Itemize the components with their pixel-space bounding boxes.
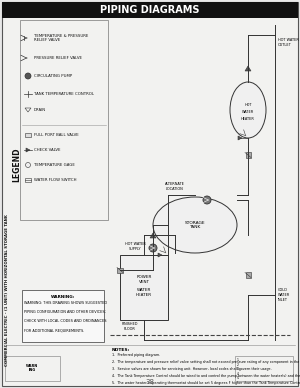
Text: CHECK VALVE: CHECK VALVE	[34, 148, 61, 152]
Text: WARN
ING: WARN ING	[26, 364, 38, 372]
Bar	[2, 2, 298, 18]
Text: COLD
WATER
INLET: COLD WATER INLET	[278, 288, 290, 301]
Polygon shape	[245, 66, 251, 71]
Text: HOT: HOT	[244, 103, 252, 107]
Circle shape	[26, 163, 31, 168]
Text: COMMERCIAL ELECTRIC - (1 UNIT) WITH HORIZONTAL STORAGE TANK: COMMERCIAL ELECTRIC - (1 UNIT) WITH HORI…	[5, 214, 9, 366]
Bar	[245, 152, 250, 158]
Text: WATER
HEATER: WATER HEATER	[136, 288, 152, 297]
Circle shape	[203, 196, 211, 204]
Text: PIPING CONFIGURATION AND OTHER DEVICES;: PIPING CONFIGURATION AND OTHER DEVICES;	[24, 310, 106, 314]
Polygon shape	[26, 148, 30, 152]
Text: CIRCULATING PUMP: CIRCULATING PUMP	[34, 74, 72, 78]
Polygon shape	[150, 233, 156, 238]
Polygon shape	[238, 136, 242, 140]
Text: TEMPERATURE GAGE: TEMPERATURE GAGE	[34, 163, 75, 167]
Text: LEGEND: LEGEND	[13, 148, 22, 182]
Text: 2.  The temperature and pressure relief valve setting shall not exceed pressure : 2. The temperature and pressure relief v…	[112, 360, 300, 364]
Text: WARNING: THIS DRAWING SHOWS SUGGESTED: WARNING: THIS DRAWING SHOWS SUGGESTED	[24, 301, 107, 305]
Text: FULL PORT BALL VALVE: FULL PORT BALL VALVE	[34, 133, 79, 137]
Text: 4.  The Tank Temperature Control should be wired to and control the pump between: 4. The Tank Temperature Control should b…	[112, 374, 300, 378]
Text: HOT WATER
SUPPLY: HOT WATER SUPPLY	[124, 242, 146, 251]
Circle shape	[149, 244, 157, 252]
Text: STORAGE
TANK: STORAGE TANK	[185, 221, 205, 229]
Ellipse shape	[153, 197, 237, 253]
Text: TANK TEMPERATURE CONTROL: TANK TEMPERATURE CONTROL	[34, 92, 94, 96]
Bar	[117, 267, 123, 272]
Text: PRESSURE RELIEF VALVE: PRESSURE RELIEF VALVE	[34, 56, 82, 60]
Text: 1.
2.
3.
4.
5.: 1. 2. 3. 4. 5.	[237, 358, 240, 380]
Bar	[20, 20, 108, 220]
Text: NOTES:: NOTES:	[112, 348, 130, 352]
Text: 5.  The water heater's operating thermostat should be set 5 degrees F higher tha: 5. The water heater's operating thermost…	[112, 381, 300, 385]
Bar	[120, 255, 168, 320]
Bar	[5, 356, 60, 381]
Text: 3.  Service valves are shown for servicing unit. However, local codes shall gove: 3. Service valves are shown for servicin…	[112, 367, 272, 371]
Ellipse shape	[230, 82, 266, 138]
Text: WATER FLOW SWITCH: WATER FLOW SWITCH	[34, 178, 76, 182]
Text: DRAIN: DRAIN	[34, 108, 46, 112]
Bar	[25, 133, 31, 137]
Text: FINISHED
FLOOR: FINISHED FLOOR	[122, 322, 138, 331]
Text: FOR ADDITIONAL REQUIREMENTS.: FOR ADDITIONAL REQUIREMENTS.	[24, 328, 84, 332]
Text: 1.  Preferred piping diagram.: 1. Preferred piping diagram.	[112, 353, 160, 357]
Text: CHECK WITH LOCAL CODES AND ORDINANCES: CHECK WITH LOCAL CODES AND ORDINANCES	[24, 319, 106, 323]
Bar	[245, 272, 250, 278]
Bar	[235, 356, 293, 381]
Text: PIPING DIAGRAMS: PIPING DIAGRAMS	[100, 5, 200, 15]
Text: HOT WATER
OUTLET: HOT WATER OUTLET	[278, 38, 299, 47]
Text: ALTERNATE
LOCATION: ALTERNATE LOCATION	[165, 182, 185, 191]
Bar	[25, 178, 31, 182]
Text: WATER: WATER	[242, 110, 254, 114]
Text: WARNING:: WARNING:	[51, 295, 75, 299]
Circle shape	[25, 73, 31, 79]
Text: HEATER: HEATER	[241, 117, 255, 121]
Text: POWER
VENT: POWER VENT	[136, 275, 152, 284]
Text: 38: 38	[146, 379, 154, 385]
Text: TEMPERATURE & PRESSURE
RELIEF VALVE: TEMPERATURE & PRESSURE RELIEF VALVE	[34, 34, 88, 42]
Polygon shape	[158, 253, 162, 257]
Bar	[22, 290, 104, 342]
